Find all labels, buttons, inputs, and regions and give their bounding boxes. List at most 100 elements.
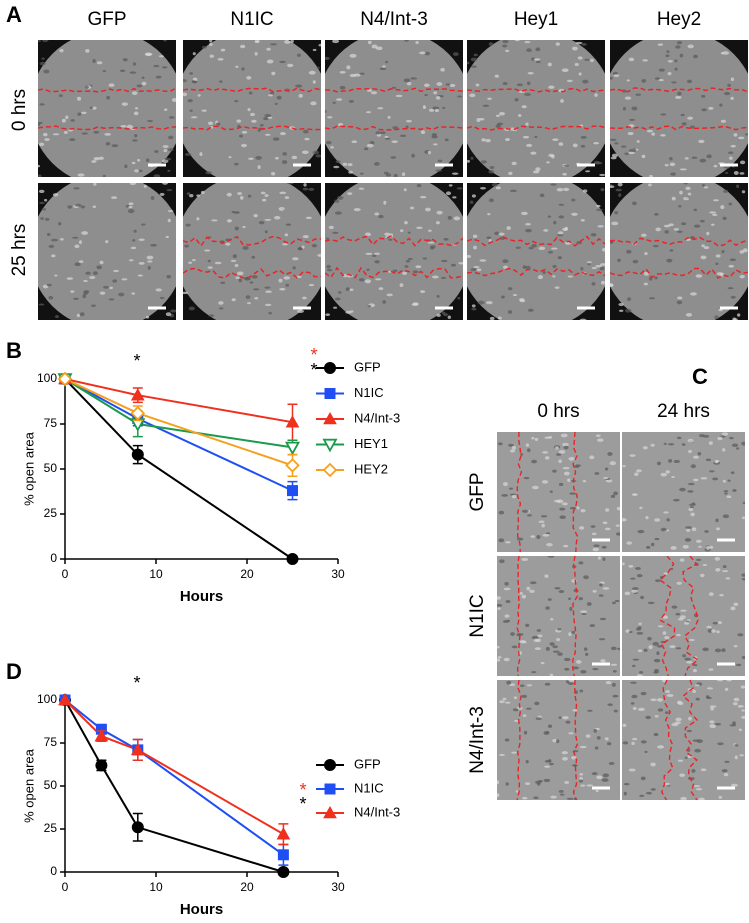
- cell: [550, 247, 558, 250]
- cell: [728, 264, 735, 268]
- cell: [366, 268, 370, 271]
- cell: [680, 113, 685, 117]
- cell: [537, 782, 541, 786]
- cell: [583, 647, 588, 651]
- cell: [353, 208, 361, 212]
- series-line: [64, 378, 293, 467]
- cell: [297, 309, 304, 314]
- cell: [457, 95, 463, 98]
- cell: [347, 163, 353, 167]
- cell: [428, 229, 432, 232]
- cell: [639, 794, 645, 797]
- cell: [85, 271, 91, 275]
- cell: [524, 93, 531, 96]
- cell: [458, 262, 463, 265]
- cell: [590, 58, 594, 63]
- cell: [535, 167, 541, 172]
- cell: [624, 591, 631, 596]
- cell: [542, 270, 546, 275]
- cell: [627, 297, 632, 301]
- cell: [403, 188, 407, 192]
- cell: [434, 108, 439, 113]
- cell: [415, 265, 422, 269]
- cell: [419, 51, 426, 55]
- cell: [572, 709, 578, 712]
- cell: [485, 138, 491, 143]
- cell: [159, 192, 165, 196]
- cell: [124, 164, 128, 169]
- cell: [226, 192, 232, 197]
- cell: [630, 681, 637, 684]
- cell: [519, 684, 525, 687]
- cell: [385, 137, 391, 140]
- cell: [76, 313, 81, 318]
- cell: [127, 209, 135, 214]
- cell: [617, 183, 623, 187]
- cell: [737, 633, 744, 637]
- cell: [709, 545, 714, 549]
- cell: [562, 466, 570, 470]
- significance: *: [133, 351, 140, 371]
- cell: [268, 311, 272, 315]
- cell: [424, 51, 431, 56]
- cell: [650, 542, 655, 547]
- cell: [366, 143, 374, 148]
- cell: [147, 260, 153, 263]
- cell: [583, 575, 589, 580]
- y-tick-label: 50: [44, 778, 58, 792]
- cell: [675, 647, 682, 650]
- cell: [632, 201, 637, 206]
- cell: [669, 156, 673, 161]
- micrograph: [183, 40, 321, 177]
- cell: [297, 247, 303, 251]
- cell: [499, 700, 505, 704]
- cell: [593, 728, 597, 733]
- cell: [568, 597, 572, 601]
- cell: [586, 602, 592, 606]
- cell: [680, 222, 687, 226]
- cell: [708, 441, 713, 445]
- cell: [400, 229, 404, 233]
- cell: [559, 515, 566, 520]
- cell: [250, 112, 255, 117]
- cell: [167, 148, 174, 152]
- cell: [556, 187, 564, 192]
- cell: [308, 70, 316, 75]
- cell: [449, 83, 456, 88]
- cell: [425, 207, 431, 212]
- cell: [622, 562, 625, 566]
- cell: [662, 631, 667, 635]
- column-header: Hey1: [514, 9, 558, 30]
- cell: [441, 276, 447, 280]
- cell: [247, 194, 252, 198]
- cell: [562, 716, 569, 720]
- cell: [242, 246, 249, 250]
- cell: [513, 696, 517, 700]
- cell: [59, 238, 64, 241]
- cell: [533, 638, 539, 643]
- cell: [472, 234, 478, 238]
- cell: [541, 523, 545, 528]
- marker: [131, 821, 144, 834]
- cell: [43, 69, 50, 74]
- cell: [713, 199, 719, 202]
- cell: [557, 231, 564, 235]
- cell: [615, 188, 623, 192]
- cell: [670, 546, 677, 550]
- cell: [605, 681, 612, 685]
- cell: [147, 119, 154, 123]
- cell: [662, 615, 668, 619]
- cell: [248, 157, 254, 160]
- cell: [508, 171, 513, 176]
- cell: [521, 594, 526, 599]
- cell: [700, 219, 705, 223]
- y-axis-label: % open area: [21, 748, 36, 822]
- cell: [637, 529, 645, 534]
- x-tick-label: 0: [62, 567, 69, 581]
- cell: [412, 270, 419, 274]
- cell: [732, 721, 736, 726]
- cell: [146, 255, 154, 260]
- cell: [527, 308, 534, 312]
- cell: [540, 515, 548, 518]
- cell: [531, 243, 537, 248]
